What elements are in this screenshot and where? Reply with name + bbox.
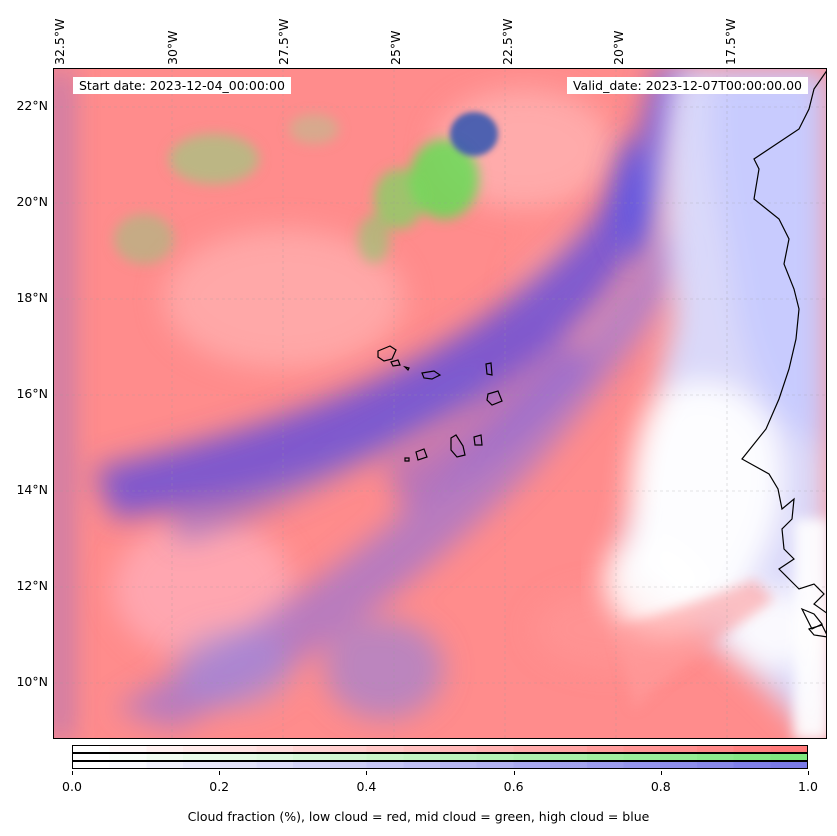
longitude-label: 27.5°W	[276, 18, 291, 65]
colorbar-tick-label: 0.4	[356, 779, 377, 794]
latitude-label: 18°N	[16, 290, 48, 305]
cloud-fraction-map: Start date: 2023-12-04_00:00:00 Valid_da…	[53, 68, 827, 739]
valid-date-label: Valid_date: 2023-12-07T00:00:00.00	[566, 77, 808, 94]
colorbar-tick-mark	[219, 771, 221, 775]
latitude-label: 16°N	[16, 386, 48, 401]
colorbar-label: Cloud fraction (%), low cloud = red, mid…	[187, 809, 650, 824]
longitude-label: 32.5°W	[52, 18, 67, 65]
colorbar-tick-mark	[513, 771, 515, 775]
latitude-label: 10°N	[16, 674, 48, 689]
graticule	[54, 69, 826, 738]
colorbar-tick-label: 0.2	[209, 779, 230, 794]
colorbar-high-cloud	[72, 761, 808, 769]
latitude-label: 22°N	[16, 98, 48, 113]
mid-cloud-patches	[114, 114, 479, 264]
colorbar-tick-mark	[72, 771, 73, 775]
colorbar-tick-mark	[808, 771, 809, 775]
longitude-label: 17.5°W	[723, 18, 738, 65]
colorbar-tick-label: 0.6	[503, 779, 524, 794]
high-cloud-blob-north	[450, 112, 498, 156]
longitude-label: 20°W	[611, 30, 626, 65]
latitude-label: 12°N	[16, 578, 48, 593]
colorbar-low-cloud	[72, 745, 808, 753]
longitude-label: 30°W	[165, 30, 180, 65]
west-africa-coastline	[741, 70, 826, 638]
colorbar-tick-mark	[660, 771, 662, 775]
longitude-label: 25°W	[388, 30, 403, 65]
colorbar-tick-label: 1.0	[798, 779, 818, 794]
latitude-label: 14°N	[16, 482, 48, 497]
start-date-label: Start date: 2023-12-04_00:00:00	[73, 77, 291, 94]
colorbar-tick-label: 0.8	[650, 779, 671, 794]
cape-verde-islands	[377, 345, 503, 462]
colorbar-tick-label: 0.0	[62, 779, 82, 794]
map-canvas	[54, 69, 826, 738]
colorbar-tick-mark	[366, 771, 368, 775]
latitude-label: 20°N	[16, 194, 48, 209]
colorbar-mid-cloud	[72, 753, 808, 761]
longitude-label: 22.5°W	[500, 18, 515, 65]
